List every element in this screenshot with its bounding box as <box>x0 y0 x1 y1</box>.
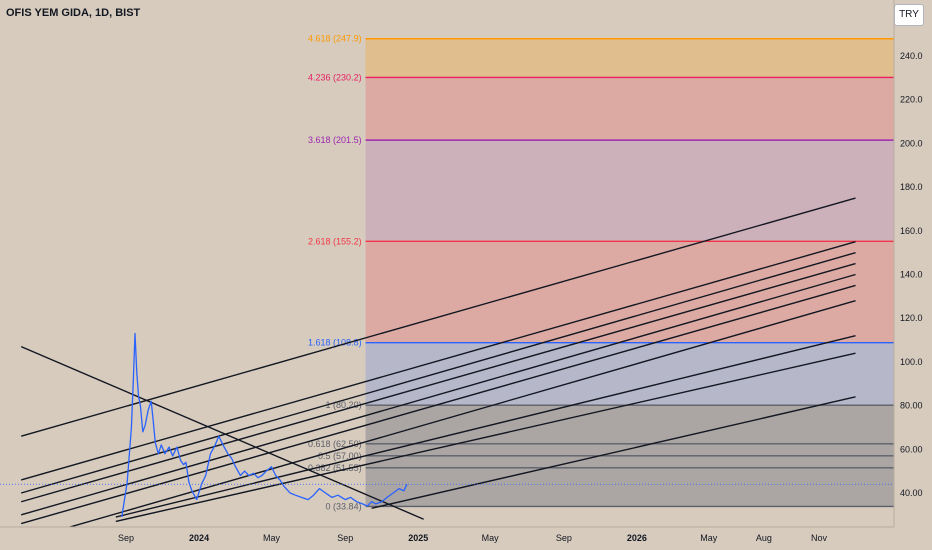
trendline <box>20 345 424 520</box>
y-tick-label: 100.0 <box>900 357 923 367</box>
y-tick-label: 200.0 <box>900 138 923 148</box>
y-tick-label: 120.0 <box>900 313 923 323</box>
y-tick-label: 220.0 <box>900 95 923 105</box>
price-series-line <box>121 332 408 518</box>
trendline <box>115 352 856 523</box>
y-tick-label: 240.0 <box>900 51 923 61</box>
fib-level-label: 0.5 (57.00) <box>318 451 362 461</box>
trendline <box>20 273 856 516</box>
fib-level-label: 4.618 (247.9) <box>308 34 362 44</box>
fib-zone <box>365 342 894 406</box>
fib-level-label: 0.618 (62.50) <box>308 439 362 449</box>
chart-title: OFIS YEM GIDA, 1D, BIST <box>6 7 141 19</box>
fib-level-label: 0.382 (51.55) <box>308 463 362 473</box>
x-tick-label: Sep <box>337 533 353 543</box>
x-tick-label: May <box>263 533 281 543</box>
x-tick-label: Nov <box>811 533 828 543</box>
trendline <box>20 197 856 437</box>
fib-zone <box>365 77 894 141</box>
x-tick-label: May <box>700 533 718 543</box>
x-tick-label: Aug <box>756 533 772 543</box>
x-tick-label: Sep <box>556 533 572 543</box>
trendline <box>115 335 856 518</box>
y-tick-label: 160.0 <box>900 226 923 236</box>
y-tick-label: 60.00 <box>900 444 923 454</box>
y-tick-label: 80.00 <box>900 401 923 411</box>
trendline <box>67 300 856 527</box>
fib-zone <box>365 140 894 242</box>
fib-zone <box>365 241 894 343</box>
fib-level-label: 1 (80.20) <box>326 400 362 410</box>
y-tick-label: 40.00 <box>900 488 923 498</box>
x-tick-label: 2024 <box>189 533 209 543</box>
currency-button[interactable]: TRY <box>894 4 924 26</box>
x-tick-label: Sep <box>118 533 134 543</box>
y-tick-label: 140.0 <box>900 270 923 280</box>
x-tick-label: 2025 <box>408 533 428 543</box>
x-tick-label: 2026 <box>627 533 647 543</box>
trendline <box>20 262 856 503</box>
trendline <box>20 241 856 481</box>
fib-zone <box>365 38 894 78</box>
fib-level-label: 1.618 (108.8) <box>308 338 362 348</box>
trendline <box>371 396 856 509</box>
x-tick-label: May <box>482 533 500 543</box>
fib-level-label: 4.236 (230.2) <box>308 72 362 82</box>
fib-level-label: 0 (33.84) <box>326 501 362 511</box>
fib-level-label: 2.618 (155.2) <box>308 236 362 246</box>
fib-level-label: 3.618 (201.5) <box>308 135 362 145</box>
y-tick-label: 180.0 <box>900 182 923 192</box>
trendline <box>20 251 856 494</box>
plot-area: 0 (33.84) 0.382 (51.55) 0.5 (57.00) 0.618 (… <box>0 34 894 527</box>
trendline <box>20 284 856 525</box>
